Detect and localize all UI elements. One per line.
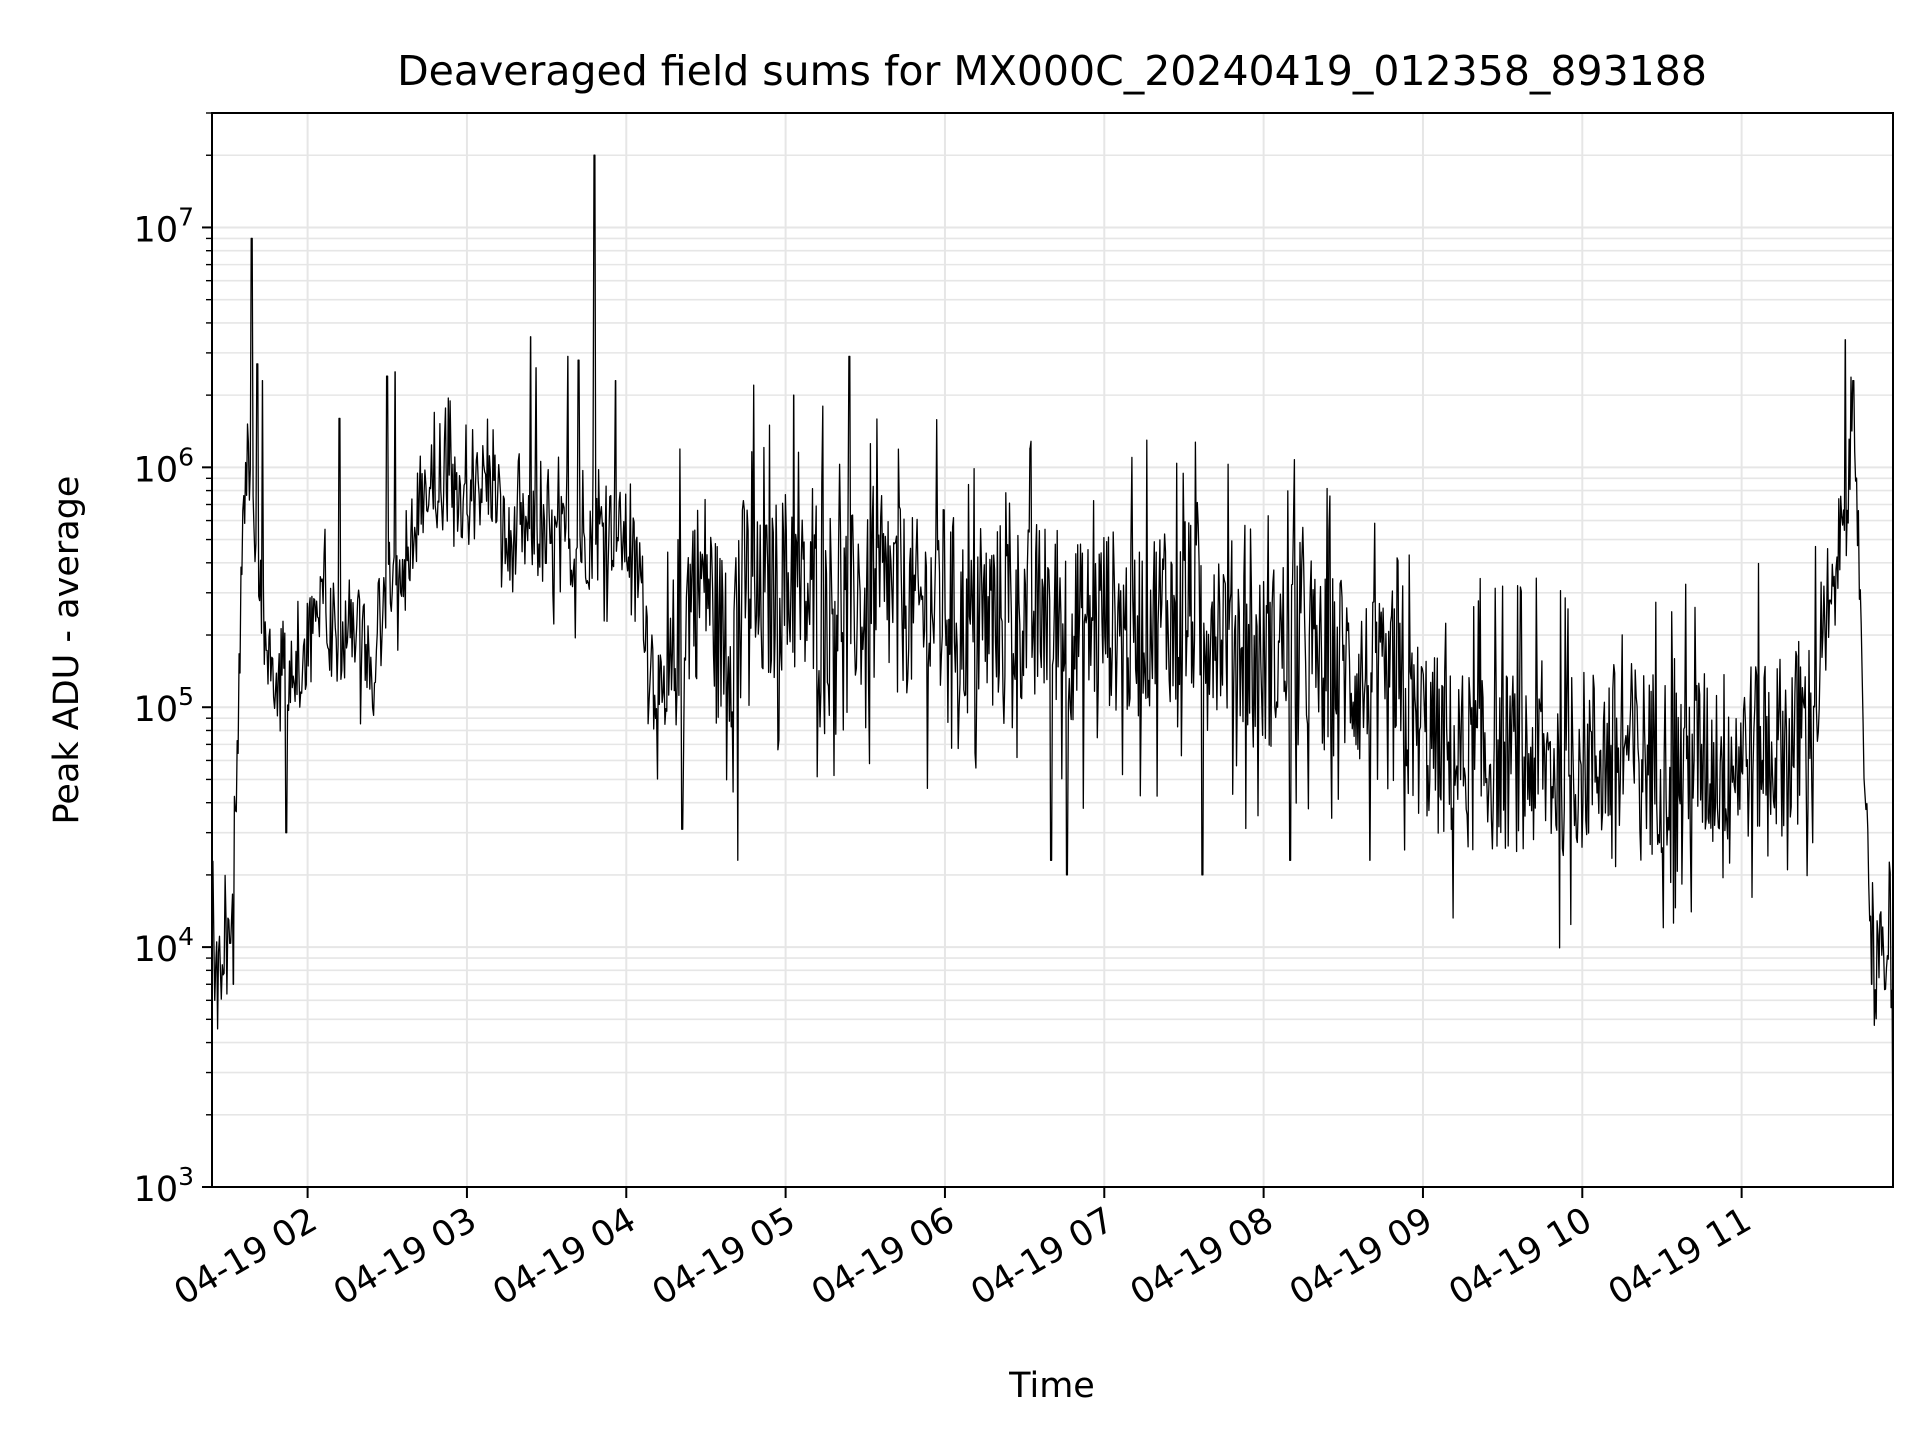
plot-area	[212, 113, 1893, 1187]
series-layer	[211, 154, 1894, 1188]
y-tick-label: 104	[134, 922, 194, 970]
y-tick-label: 105	[134, 682, 194, 730]
axes-frame	[211, 112, 1894, 1188]
y-tick-label: 106	[134, 442, 194, 490]
y-axis-label: Peak ADU - average	[47, 476, 87, 825]
y-tick-label: 107	[134, 202, 194, 250]
grid	[212, 112, 1893, 1188]
x-axis-label: Time	[1008, 1366, 1095, 1406]
chart-title: Deaveraged field sums for MX000C_2024041…	[397, 47, 1707, 95]
y-tick-label: 103	[134, 1162, 194, 1210]
series-line	[211, 154, 1894, 1188]
